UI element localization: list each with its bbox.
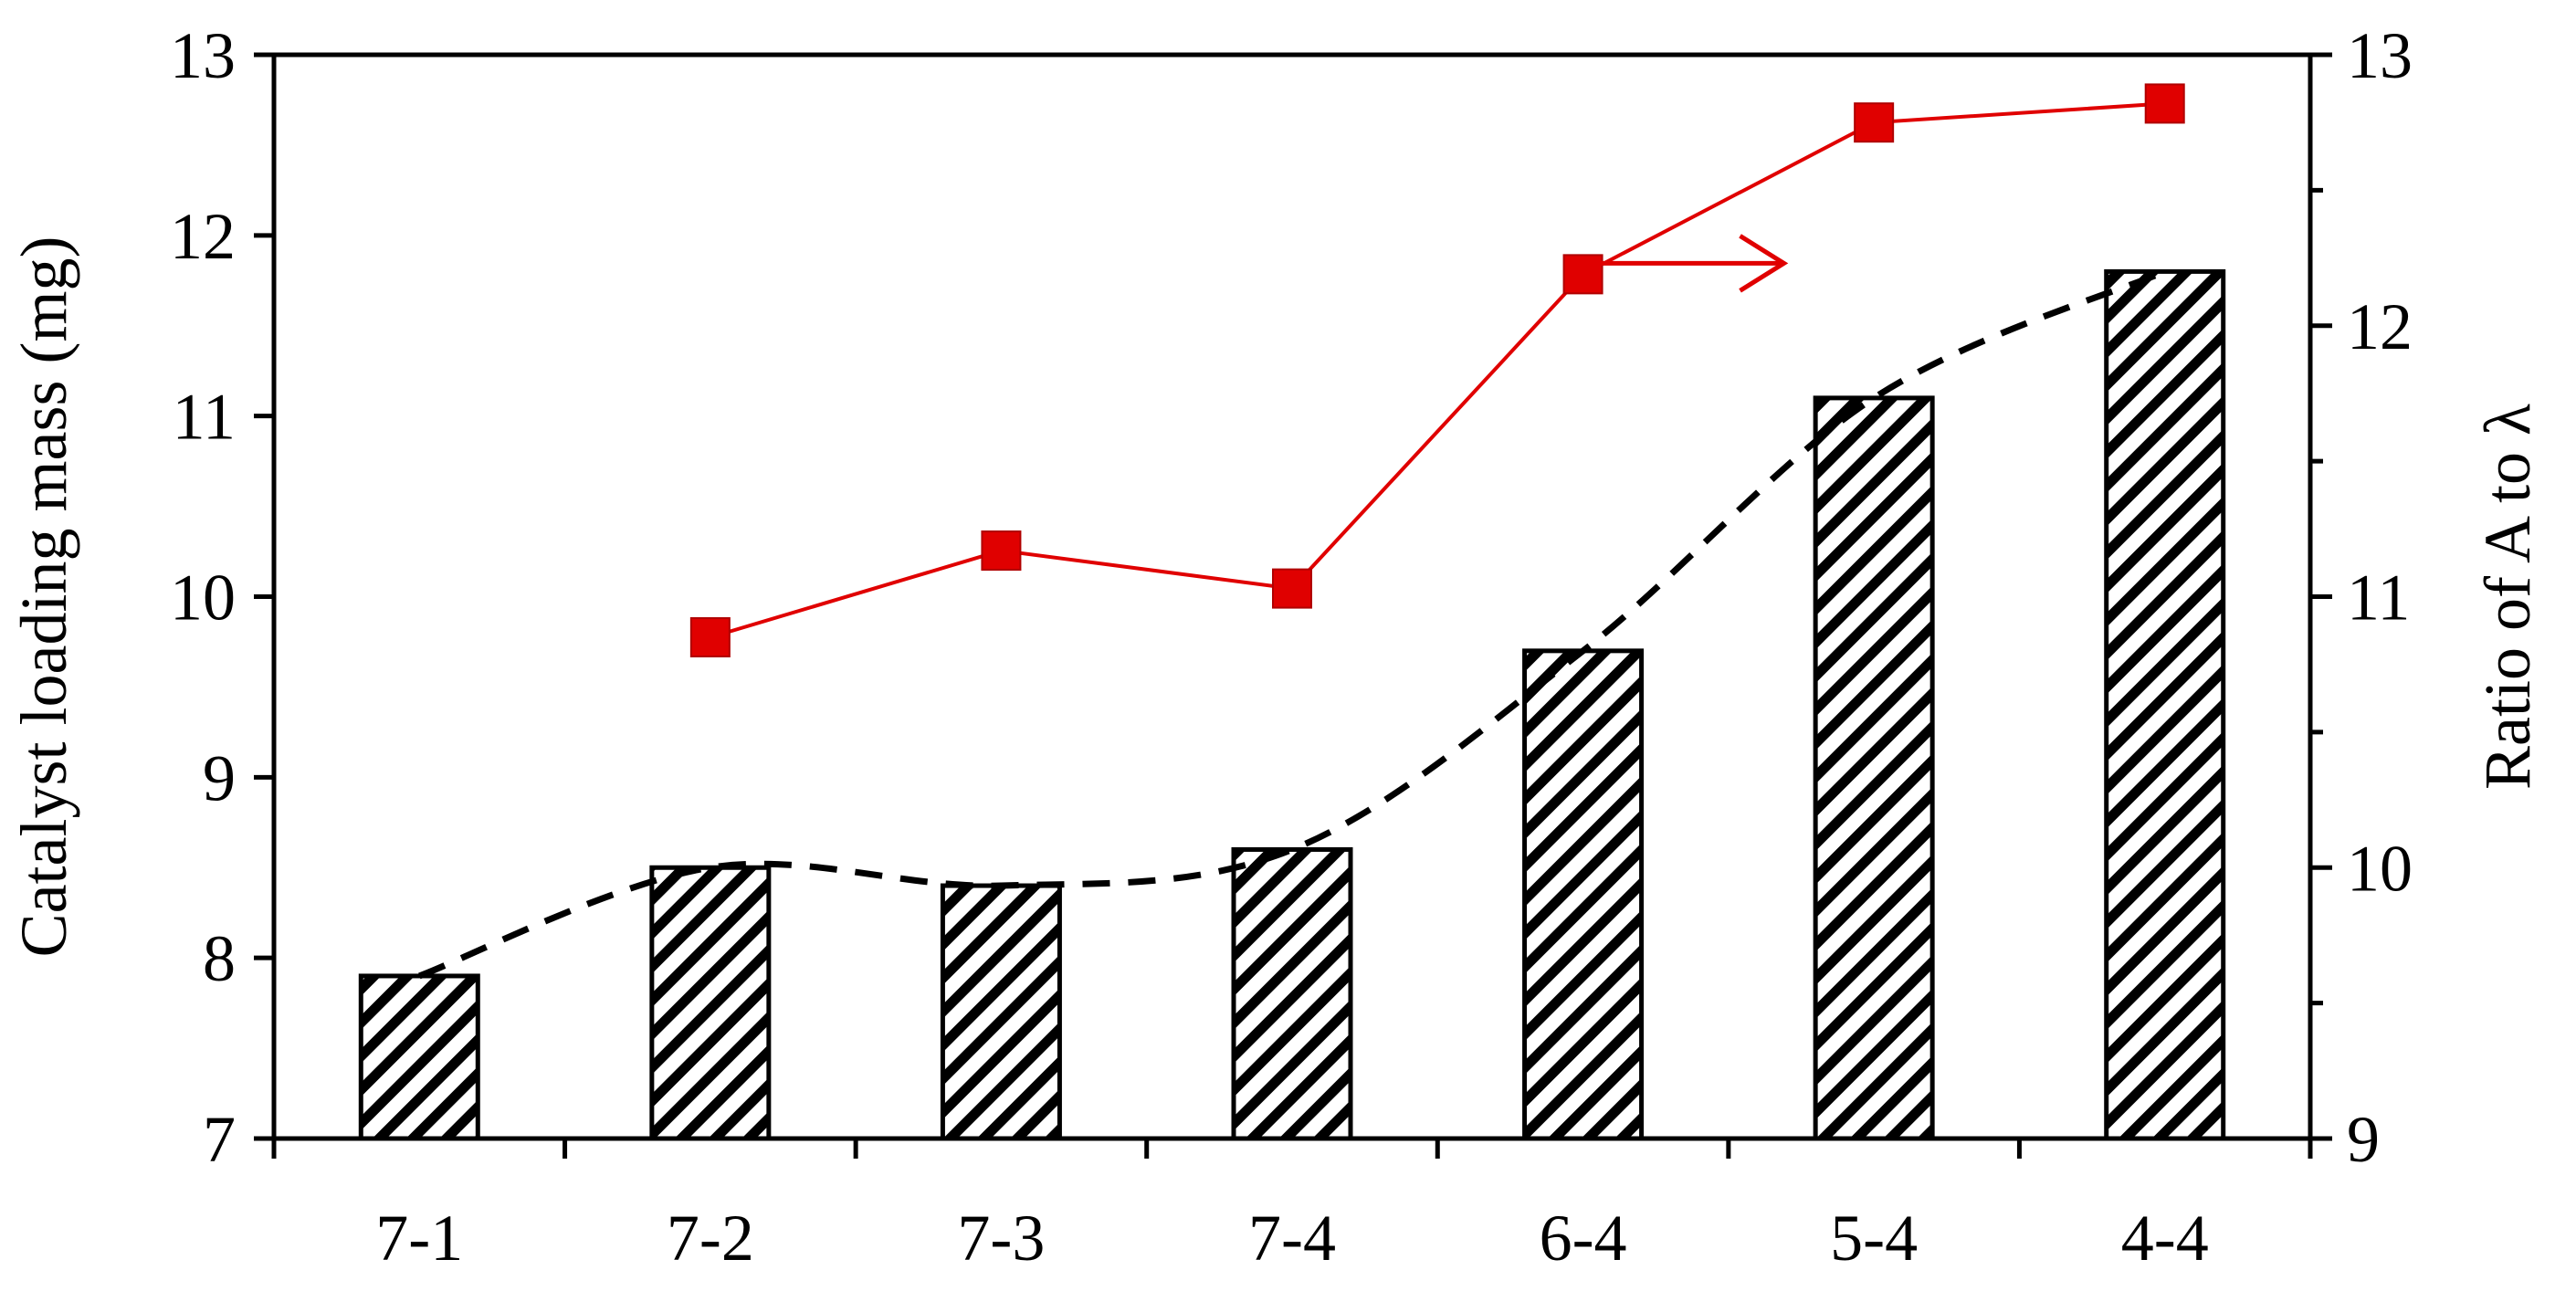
x-tick-label-4-4: 4-4 <box>2121 1202 2209 1275</box>
axes-layer: 7 8 9 10 11 12 13 9 10 11 12 13 7-1 7-2 7-3 7-4 6-4 5-4 4-… <box>170 19 2413 1275</box>
bar-7-2 <box>649 865 772 1141</box>
bar-5-4 <box>1813 395 1935 1141</box>
y-tick-label-10: 10 <box>170 562 236 635</box>
ratio-marker-7-2 <box>689 617 731 658</box>
ratio-marker-7-3 <box>981 530 1022 572</box>
x-tick-label-7-1: 7-1 <box>375 1202 463 1275</box>
y2-axis-title: Ratio of A to λ <box>2471 404 2544 790</box>
bar-4-4 <box>2104 268 2226 1141</box>
x-tick-label-5-4: 5-4 <box>1830 1202 1918 1275</box>
ratio-marker-4-4 <box>2144 83 2185 124</box>
y-tick-label-9: 9 <box>203 741 236 814</box>
y2-tick-label-11: 11 <box>2347 562 2410 635</box>
ratio-marker-6-4 <box>1562 254 1603 295</box>
labels-layer: Catalyst loading mass (mg) Ratio of A to… <box>7 236 2544 958</box>
y2-tick-label-13: 13 <box>2347 19 2413 92</box>
ratio-marker-7-4 <box>1272 568 1312 609</box>
y-tick-label-13: 13 <box>170 19 236 92</box>
y2-tick-label-10: 10 <box>2347 832 2413 905</box>
x-tick-label-6-4: 6-4 <box>1540 1202 1627 1275</box>
y-tick-label-11: 11 <box>173 381 236 454</box>
bar-7-3 <box>940 883 1062 1141</box>
y-tick-label-8: 8 <box>203 922 236 995</box>
bars-layer <box>358 268 2226 1141</box>
bar-7-1 <box>358 973 480 1141</box>
arrow-head <box>1739 234 1789 293</box>
ratio-line <box>710 101 2165 639</box>
ratio-marker-5-4 <box>1854 102 1895 143</box>
x-tick-label-7-2: 7-2 <box>667 1202 754 1275</box>
bar-6-4 <box>1522 648 1645 1141</box>
y2-tick-label-12: 12 <box>2347 290 2413 363</box>
right-axis-arrow <box>1601 234 1789 293</box>
x-tick-label-7-3: 7-3 <box>957 1202 1045 1275</box>
y2-tick-label-9: 9 <box>2347 1103 2380 1176</box>
y-axis-title: Catalyst loading mass (mg) <box>7 236 80 958</box>
y-tick-label-12: 12 <box>170 200 236 273</box>
y-tick-label-7: 7 <box>203 1103 236 1176</box>
bar-7-4 <box>1231 846 1353 1141</box>
ratio-layer <box>689 83 2185 658</box>
x-tick-label-7-4: 7-4 <box>1248 1202 1336 1275</box>
